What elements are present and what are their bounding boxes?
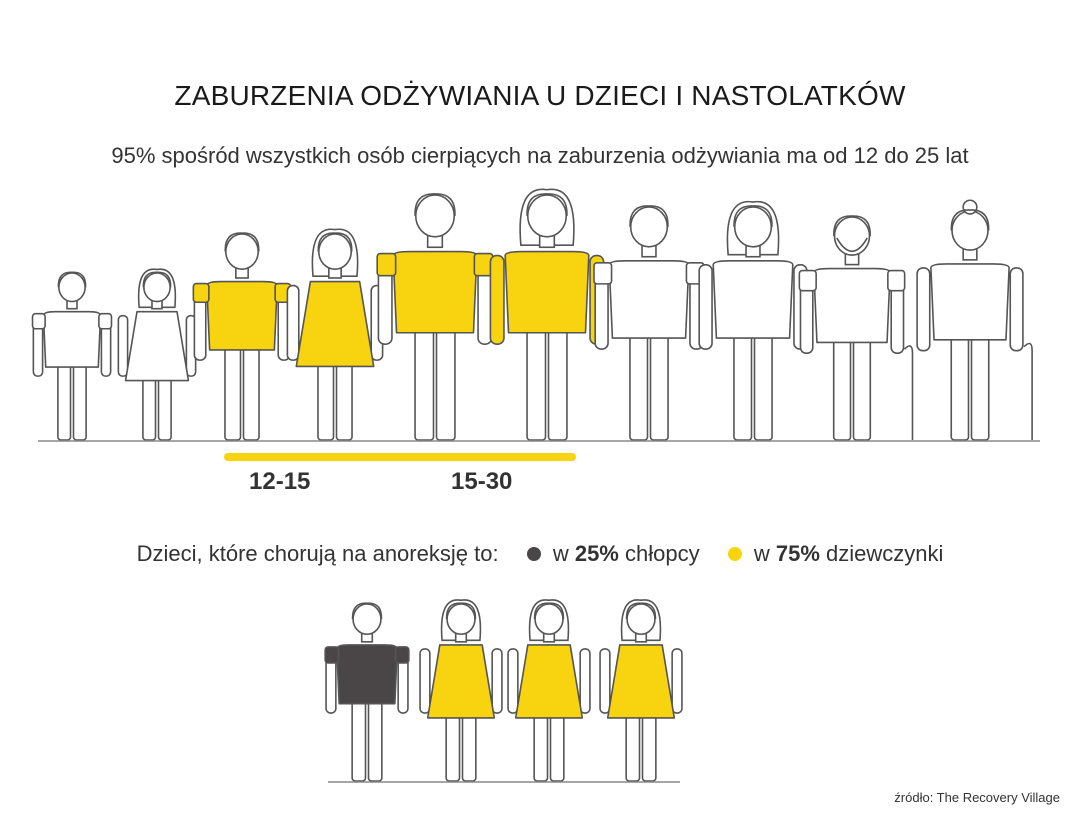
legend-girls-pct: 75% — [775, 541, 820, 566]
page-title: ZABURZENIA ODŻYWIANIA U DZIECI I NASTOLA… — [174, 80, 906, 111]
anorexia-figure-boy — [324, 602, 410, 782]
person-figure-child-girl — [117, 268, 197, 441]
age-range-label-12-15: 12-15 — [249, 468, 311, 495]
legend-girls-pre: w — [753, 541, 770, 566]
age-range-label-15-30: 15-30 — [451, 468, 513, 495]
source-note: źródło: The Recovery Village — [894, 790, 1060, 805]
anorexia-figure-girl — [507, 599, 591, 782]
girls-dot-icon — [727, 546, 742, 561]
person-figure-teen-boy — [192, 232, 292, 441]
person-figure-old-man-cane — [798, 215, 914, 441]
person-figure-woman — [698, 200, 808, 441]
page-subtitle: 95% spośród wszystkich osób cierpiących … — [111, 143, 969, 168]
person-figure-old-woman-cane — [916, 199, 1033, 441]
legend-girls-label: dziewczynki — [826, 541, 944, 566]
person-figure-man — [593, 205, 705, 441]
age-figures-row — [31, 188, 1033, 441]
anorexia-figure-girl — [599, 599, 683, 782]
person-figure-young-man — [376, 193, 494, 441]
legend-prefix: Dzieci, które chorują na anoreksję to: — [136, 541, 499, 566]
person-figure-teen-girl — [286, 228, 384, 441]
boys-dot-icon — [526, 546, 541, 561]
age-range-bar — [224, 453, 576, 461]
legend-boys-pre: w — [552, 541, 569, 566]
legend-boys-label: chłopcy — [625, 541, 700, 566]
person-figure-child-boy — [31, 271, 113, 441]
legend-boys-pct: 25% — [574, 541, 619, 566]
anorexia-figures-row — [324, 599, 683, 782]
person-figure-young-woman — [489, 188, 605, 441]
anorexia-figure-girl — [419, 599, 503, 782]
anorexia-legend: Dzieci, które chorują na anoreksję to: w… — [0, 541, 1080, 567]
